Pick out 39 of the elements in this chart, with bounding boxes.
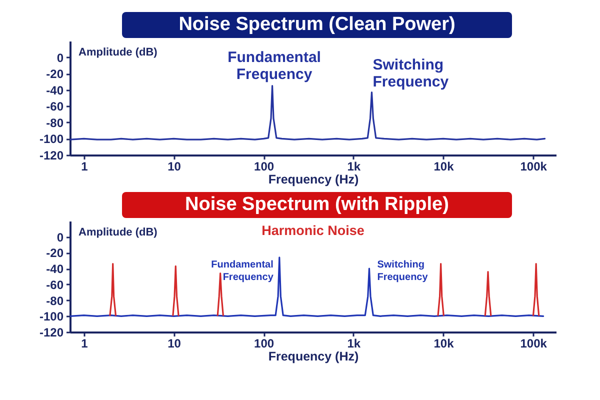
y-tick-label: -120 [39, 326, 64, 340]
x-tick-label: 1k [347, 336, 361, 350]
annotation: Switching Frequency [377, 260, 428, 284]
x-axis-title: Frequency (Hz) [268, 350, 359, 364]
x-tick-label: 100 [254, 160, 274, 174]
title-banner: Noise Spectrum (with Ripple) [122, 192, 512, 218]
annotation: Switching Frequency [372, 56, 450, 90]
y-tick-label: -40 [46, 83, 64, 98]
y-tick-label: 0 [56, 230, 64, 244]
y-tick-label: -40 [46, 262, 64, 276]
title-banner: Noise Spectrum (Clean Power) [122, 12, 512, 38]
x-tick-label: 1 [81, 160, 88, 174]
y-axis-title: Amplitude (dB) [78, 46, 158, 58]
x-axis-title: Frequency (Hz) [268, 172, 359, 186]
chart-title: Noise Spectrum (with Ripple) [185, 194, 449, 215]
annotation: Fundamental Frequency [211, 259, 274, 283]
y-tick-label: 0 [56, 50, 64, 65]
text: Harmonic Noise [262, 223, 365, 238]
x-tick-label: 10k [434, 160, 454, 174]
x-tick-label: 10 [168, 160, 182, 174]
y-tick-label: -20 [46, 67, 64, 82]
chart-title: Noise Spectrum (Clean Power) [178, 14, 456, 35]
y-tick-label: -60 [46, 100, 64, 114]
y-tick-label: -20 [46, 246, 64, 260]
annotation: Fundamental Frequency [228, 48, 321, 83]
x-tick-label: 100 [254, 336, 274, 350]
x-tick-label: 1 [81, 336, 88, 350]
y-tick-label: -100 [39, 132, 64, 146]
x-tick-label: 10k [434, 336, 454, 350]
x-tick-label: 10 [168, 336, 182, 350]
y-tick-label: -80 [46, 116, 64, 130]
y-tick-label: -80 [46, 294, 64, 308]
y-tick-label: -60 [46, 278, 64, 292]
x-tick-label: 100k [520, 336, 548, 350]
y-tick-label: -120 [39, 148, 64, 162]
x-tick-label: 1k [347, 160, 361, 174]
x-tick-label: 100k [520, 160, 548, 174]
y-tick-label: -100 [39, 310, 64, 324]
y-axis-title: Amplitude (dB) [78, 226, 158, 238]
